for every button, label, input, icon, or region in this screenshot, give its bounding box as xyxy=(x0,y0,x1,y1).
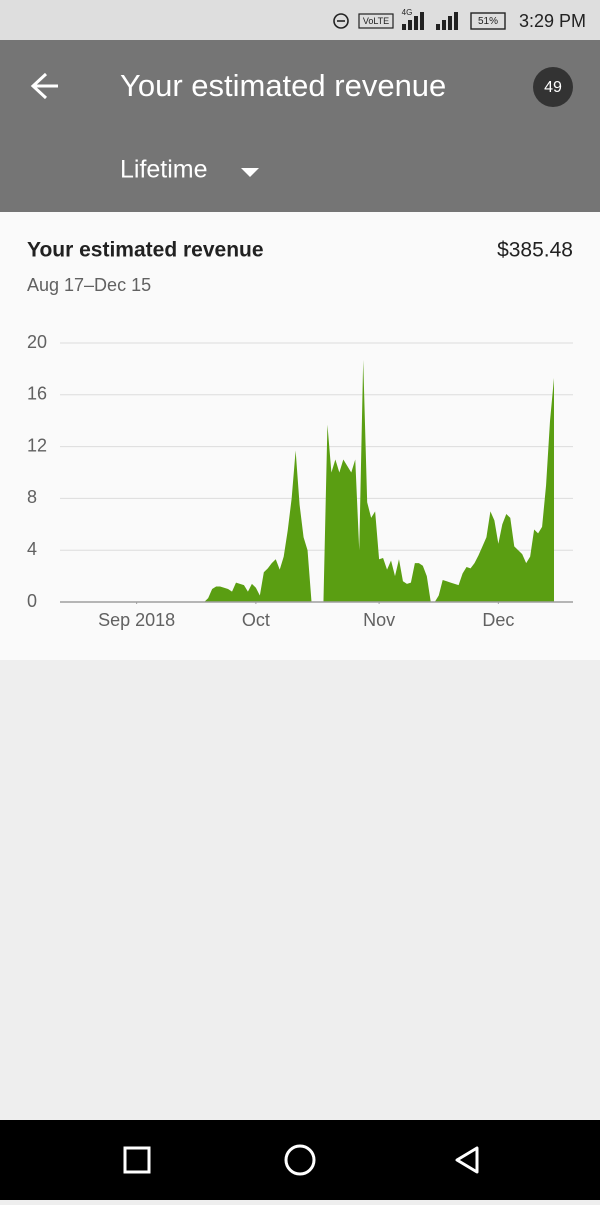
x-tick-label: Oct xyxy=(242,610,270,630)
area xyxy=(77,359,554,602)
volte: VoLTE xyxy=(363,16,389,26)
y-tick-label: 8 xyxy=(27,487,37,507)
y-tick-label: 4 xyxy=(27,539,37,559)
app-bar xyxy=(0,40,600,212)
period-select[interactable]: Lifetime xyxy=(120,156,208,184)
app-title: Your estimated revenue xyxy=(120,68,446,103)
y-tick-label: 20 xyxy=(27,332,47,352)
status-bar xyxy=(0,0,600,40)
badge-count: 49 xyxy=(544,79,562,96)
signal-1 xyxy=(402,12,424,30)
x-tick-label: Nov xyxy=(363,610,395,630)
battery-box xyxy=(470,12,506,30)
y-tick-label: 12 xyxy=(27,435,47,455)
nav-bar xyxy=(0,1120,600,1200)
home-button[interactable] xyxy=(284,1144,316,1176)
card-total: $385.48 xyxy=(497,239,573,262)
chart: 0 4 8 12 16 20 Sep 2018 Oct Nov Dec xyxy=(27,332,573,630)
card-dates: Aug 17–Dec 15 xyxy=(27,275,151,295)
network: 4G xyxy=(402,8,413,17)
y-tick-label: 16 xyxy=(27,384,47,404)
y-tick-label: 0 xyxy=(27,591,37,611)
dropdown-arrow[interactable] xyxy=(241,168,259,177)
signal-2 xyxy=(436,12,458,30)
dnd-icon xyxy=(333,13,349,29)
clock: 3:29 PM xyxy=(519,11,586,31)
x-tick-label: Sep 2018 xyxy=(98,610,175,630)
battery: 51% xyxy=(478,16,498,27)
card-title: Your estimated revenue xyxy=(27,239,264,262)
x-tick-label: Dec xyxy=(482,610,514,630)
back-nav-button[interactable] xyxy=(455,1146,479,1174)
badge[interactable] xyxy=(533,67,573,107)
volte-box xyxy=(358,13,394,29)
recents-button[interactable] xyxy=(123,1146,151,1174)
back-button[interactable] xyxy=(30,72,58,100)
